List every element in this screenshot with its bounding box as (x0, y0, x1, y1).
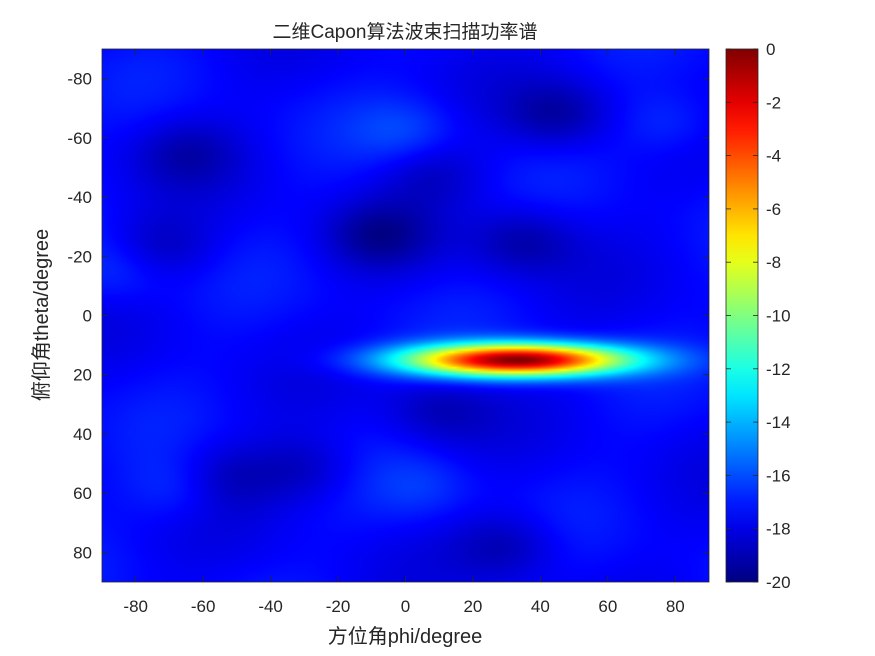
colorbar-tick-label: -8 (766, 253, 781, 272)
y-tick-label: 20 (73, 366, 92, 385)
colorbar (725, 48, 759, 583)
x-tick-label: -60 (191, 597, 216, 616)
colorbar-tick-label: 0 (766, 40, 775, 59)
colorbar-tick-label: -20 (766, 573, 791, 592)
colorbar-tick-label: -2 (766, 93, 781, 112)
colorbar-tick-label: -16 (766, 466, 791, 485)
colorbar-tick-label: -12 (766, 360, 791, 379)
chart-title: 二维Capon算法波束扫描功率谱 (273, 21, 538, 43)
y-tick-label: 0 (83, 307, 92, 326)
colorbar-tick-label: -10 (766, 307, 791, 326)
y-tick-label: 40 (73, 425, 92, 444)
x-tick-label: -20 (326, 597, 351, 616)
y-tick-label: 60 (73, 484, 92, 503)
x-tick-label: 20 (463, 597, 482, 616)
x-tick-label: -40 (258, 597, 283, 616)
y-tick-label: -20 (67, 247, 92, 266)
heatmap-area (102, 49, 709, 582)
x-axis-ticks: -80 -60 -40 -20 0 20 40 60 80 (123, 49, 685, 616)
y-tick-label: 80 (73, 543, 92, 562)
colorbar-tick-label: -6 (766, 200, 781, 219)
colorbar-tick-label: -4 (766, 147, 781, 166)
x-tick-label: 80 (666, 597, 685, 616)
x-tick-label: 0 (401, 597, 410, 616)
x-tick-label: -80 (123, 597, 148, 616)
y-tick-label: -60 (67, 129, 92, 148)
heatmap-image (102, 49, 709, 582)
colorbar-tick-label: -14 (766, 413, 791, 432)
y-tick-label: -40 (67, 188, 92, 207)
colorbar-ticks: 0 -2 -4 -6 -8 -10 -12 -14 -16 -18 -20 (726, 40, 791, 592)
y-tick-label: -80 (67, 70, 92, 89)
x-tick-label: 40 (531, 597, 550, 616)
x-axis-label: 方位角phi/degree (328, 625, 483, 648)
y-axis-ticks: -80 -60 -40 -20 0 20 40 60 80 (67, 70, 709, 562)
colorbar-tick-label: -18 (766, 520, 791, 539)
y-axis-label: 俯仰角theta/degree (30, 229, 53, 401)
x-tick-label: 60 (598, 597, 617, 616)
